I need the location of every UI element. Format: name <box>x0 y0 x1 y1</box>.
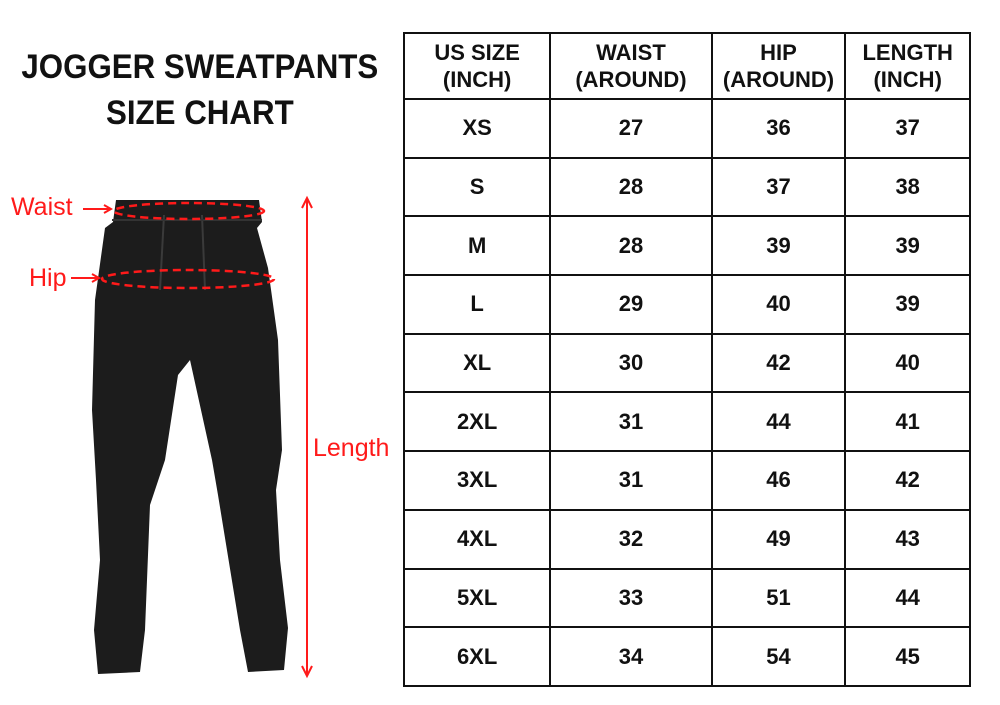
cell-waist: 31 <box>549 391 713 453</box>
cell-waist: 30 <box>549 332 713 394</box>
table-row: M 28 39 39 <box>402 215 971 277</box>
table-row: 6XL 34 54 45 <box>402 626 971 687</box>
header-text: LENGTH <box>862 40 953 65</box>
cell-hip: 46 <box>710 450 847 511</box>
cell-waist: 34 <box>549 626 713 687</box>
chart-title-line1: JOGGER SWEATPANTS <box>21 48 379 86</box>
header-length: LENGTH (INCH) <box>844 32 971 100</box>
cell-length: 40 <box>844 332 971 394</box>
waist-measure-ellipse <box>112 201 266 221</box>
table-row: XL 30 42 40 <box>402 332 971 394</box>
chart-title-line2: SIZE CHART <box>106 94 294 132</box>
cell-hip: 42 <box>710 332 847 394</box>
cell-size: XL <box>402 332 552 394</box>
cell-hip: 37 <box>710 156 847 218</box>
cell-size: 5XL <box>402 567 552 629</box>
header-unit: (AROUND) <box>575 67 687 92</box>
cell-size: XS <box>402 98 552 159</box>
cell-length: 43 <box>844 508 971 570</box>
header-text: HIP <box>760 40 797 65</box>
table-row: L 29 40 39 <box>402 274 971 335</box>
length-label: Length <box>313 434 390 462</box>
hip-label: Hip <box>29 264 67 292</box>
table-row: 4XL 32 49 43 <box>402 508 971 570</box>
waist-label: Waist <box>11 193 73 221</box>
cell-size: 6XL <box>402 626 552 687</box>
cell-waist: 29 <box>549 274 713 335</box>
cell-size: S <box>402 156 552 218</box>
header-text: US SIZE <box>434 40 520 65</box>
cell-size: 2XL <box>402 391 552 453</box>
table-row: XS 27 36 37 <box>402 98 971 159</box>
cell-waist: 31 <box>549 450 713 511</box>
cell-size: L <box>402 274 552 335</box>
header-hip: HIP (AROUND) <box>710 32 847 100</box>
cell-waist: 32 <box>549 508 713 570</box>
pants-diagram <box>71 195 313 679</box>
cell-length: 45 <box>844 626 971 687</box>
cell-waist: 27 <box>549 98 713 159</box>
header-us-size: US SIZE (INCH) <box>402 32 552 100</box>
hip-arrow-icon <box>71 273 102 283</box>
cell-length: 39 <box>844 215 971 277</box>
table-row: 3XL 31 46 42 <box>402 450 971 511</box>
cell-length: 39 <box>844 274 971 335</box>
cell-hip: 49 <box>710 508 847 570</box>
cell-hip: 36 <box>710 98 847 159</box>
cell-hip: 39 <box>710 215 847 277</box>
header-text: WAIST <box>596 40 666 65</box>
cell-hip: 40 <box>710 274 847 335</box>
header-row: US SIZE (INCH) WAIST (AROUND) HIP (AROUND) … <box>402 32 971 100</box>
cell-length: 44 <box>844 567 971 629</box>
cell-waist: 28 <box>549 156 713 218</box>
header-waist: WAIST (AROUND) <box>549 32 713 100</box>
cell-length: 37 <box>844 98 971 159</box>
cell-hip: 44 <box>710 391 847 453</box>
cell-size: 4XL <box>402 508 552 570</box>
hip-measure-ellipse <box>100 268 276 290</box>
header-unit: (AROUND) <box>722 67 835 92</box>
cell-size: M <box>402 215 552 277</box>
cell-length: 42 <box>844 450 971 511</box>
cell-hip: 54 <box>710 626 847 687</box>
cell-hip: 51 <box>710 567 847 629</box>
cell-length: 41 <box>844 391 971 453</box>
cell-size: 3XL <box>402 450 552 511</box>
header-unit: (INCH) <box>442 67 512 92</box>
header-unit: (INCH) <box>873 67 942 92</box>
table-row: 2XL 31 44 41 <box>402 391 971 453</box>
cell-waist: 33 <box>549 567 713 629</box>
size-table: US SIZE (INCH) WAIST (AROUND) HIP (AROUND) … <box>402 32 971 687</box>
table-row: S 28 37 38 <box>402 156 971 218</box>
length-arrow-icon <box>301 195 313 679</box>
waist-arrow-icon <box>83 204 114 214</box>
cell-length: 38 <box>844 156 971 218</box>
table-row: 5XL 33 51 44 <box>402 567 971 629</box>
cell-waist: 28 <box>549 215 713 277</box>
